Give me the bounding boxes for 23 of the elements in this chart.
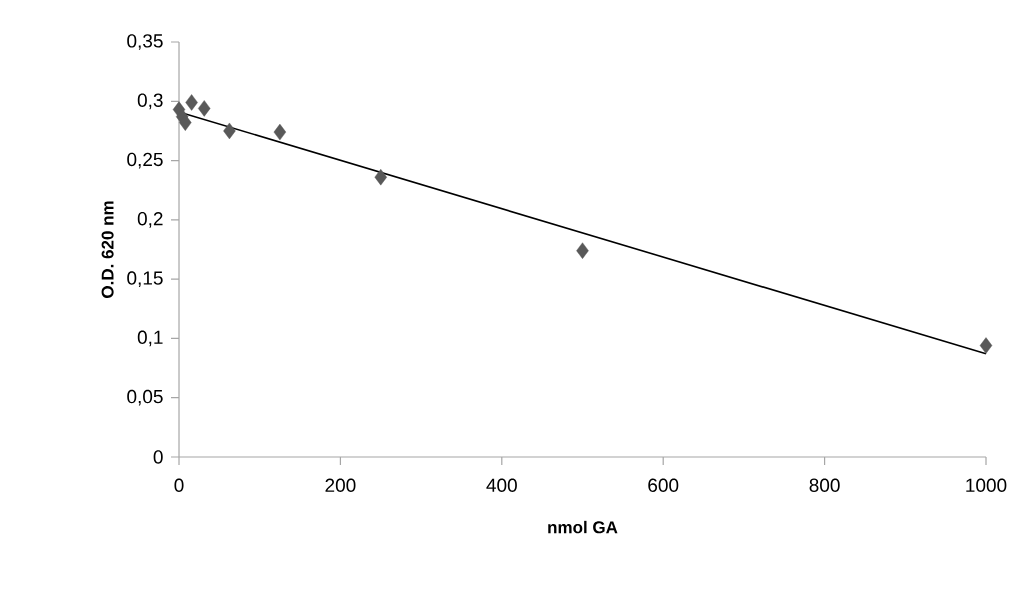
y-tick-label: 0,35 bbox=[127, 34, 163, 50]
x-tick-label: 600 bbox=[648, 478, 679, 492]
point bbox=[273, 123, 287, 141]
point bbox=[576, 242, 589, 259]
x-tick-label: 1000 bbox=[966, 478, 1007, 492]
y-tick-label: 0,25 bbox=[127, 152, 163, 169]
x-axis-title: nmol GA bbox=[548, 520, 618, 534]
y-tick-label: 0,2 bbox=[137, 212, 163, 228]
x-tick-label: 400 bbox=[486, 478, 517, 492]
y-tick-label: 0,3 bbox=[137, 93, 163, 110]
x-tick-label: 0 bbox=[174, 478, 184, 492]
y-tick-label: 0,15 bbox=[127, 271, 163, 287]
point bbox=[185, 94, 198, 111]
point bbox=[198, 100, 211, 117]
point bbox=[223, 122, 236, 140]
y-tick-label: 0,05 bbox=[127, 389, 163, 406]
x-tick-label: 200 bbox=[325, 478, 356, 492]
y-axis-title: O.D. 620 nm bbox=[101, 201, 114, 298]
y-tick-label: 0,1 bbox=[137, 330, 163, 347]
x-tick-label: 800 bbox=[809, 478, 840, 492]
point bbox=[979, 337, 993, 354]
point bbox=[374, 168, 387, 186]
y-tick-label: 0 bbox=[153, 450, 163, 464]
